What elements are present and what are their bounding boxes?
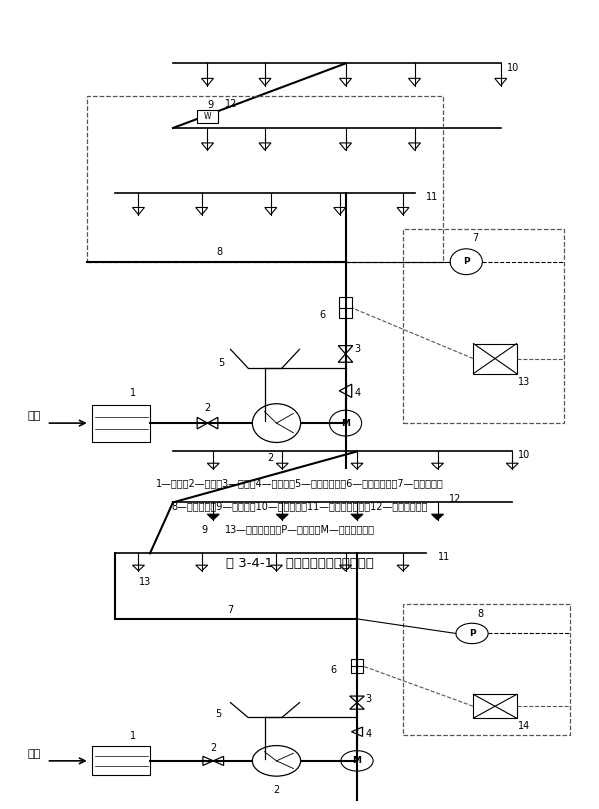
Text: 2: 2 [210, 743, 216, 753]
Text: 8—配水干管；9—配水管；10—配水支管；11—开式洒水嘴头；12—感温探测器；: 8—配水干管；9—配水管；10—配水支管；11—开式洒水嘴头；12—感温探测器； [171, 502, 428, 511]
Text: 4: 4 [365, 729, 372, 739]
Text: M: M [352, 756, 362, 765]
Text: 6: 6 [319, 310, 325, 320]
Text: 13—报警控制器；P—压力表；M—驱动电动机。: 13—报警控制器；P—压力表；M—驱动电动机。 [225, 524, 374, 535]
Polygon shape [351, 515, 363, 520]
Text: 9: 9 [207, 100, 214, 109]
Text: 水源: 水源 [28, 411, 41, 421]
Text: 2: 2 [204, 403, 211, 413]
Text: 13: 13 [138, 578, 151, 587]
Polygon shape [431, 515, 443, 520]
Text: 8: 8 [478, 609, 484, 619]
Text: 1—水池；2—水泵；3—闸阀；4—止回阀；5—水泵接合器；6—雨渋报警阀；7—配水干管；: 1—水池；2—水泵；3—闸阀；4—止回阀；5—水泵接合器；6—雨渋报警阀；7—配… [156, 808, 443, 809]
Bar [92, 746, 150, 775]
Text: 11: 11 [426, 193, 438, 202]
Bar [350, 659, 364, 673]
Text: P: P [468, 629, 476, 638]
Text: 6: 6 [331, 665, 337, 675]
Polygon shape [276, 515, 288, 520]
Text: 9: 9 [202, 525, 208, 536]
Text: 水源: 水源 [28, 749, 41, 759]
Text: 1: 1 [129, 388, 136, 398]
Text: 2: 2 [273, 785, 280, 794]
Text: M: M [341, 418, 350, 428]
Text: 12: 12 [225, 99, 237, 108]
Bar [403, 604, 570, 735]
Text: W: W [204, 112, 211, 121]
Text: 13: 13 [518, 377, 530, 387]
Bar [196, 110, 219, 123]
Text: 10: 10 [518, 450, 530, 460]
Text: 5: 5 [216, 709, 222, 718]
Text: 2: 2 [268, 453, 274, 463]
Text: 10: 10 [507, 63, 519, 73]
Bar [339, 298, 352, 318]
Text: 8: 8 [216, 247, 222, 257]
Polygon shape [207, 515, 219, 520]
Text: 3: 3 [365, 694, 372, 704]
Text: 12: 12 [449, 493, 461, 504]
Text: 图 3-4-1   电动启动水喷雾灯火系统: 图 3-4-1 电动启动水喷雾灯火系统 [226, 557, 373, 570]
Bar [403, 230, 564, 423]
Bar [473, 694, 516, 718]
Text: 1: 1 [129, 731, 136, 741]
Text: 14: 14 [518, 721, 530, 731]
Text: 3: 3 [354, 345, 360, 354]
Bar [87, 95, 443, 262]
Text: 4: 4 [354, 388, 360, 398]
Text: 11: 11 [437, 552, 450, 562]
Text: 1—水池；2—水泵；3—闸阀；4—止回阀；5—水泵接合器；6—雨渋报警阀；7—压力开关；: 1—水池；2—水泵；3—闸阀；4—止回阀；5—水泵接合器；6—雨渋报警阀；7—压… [156, 478, 443, 489]
Bar [92, 404, 150, 442]
Text: 5: 5 [219, 358, 225, 368]
Text: 7: 7 [472, 233, 478, 244]
Text: 7: 7 [228, 605, 234, 615]
Text: P: P [463, 257, 470, 266]
Bar [473, 344, 516, 374]
